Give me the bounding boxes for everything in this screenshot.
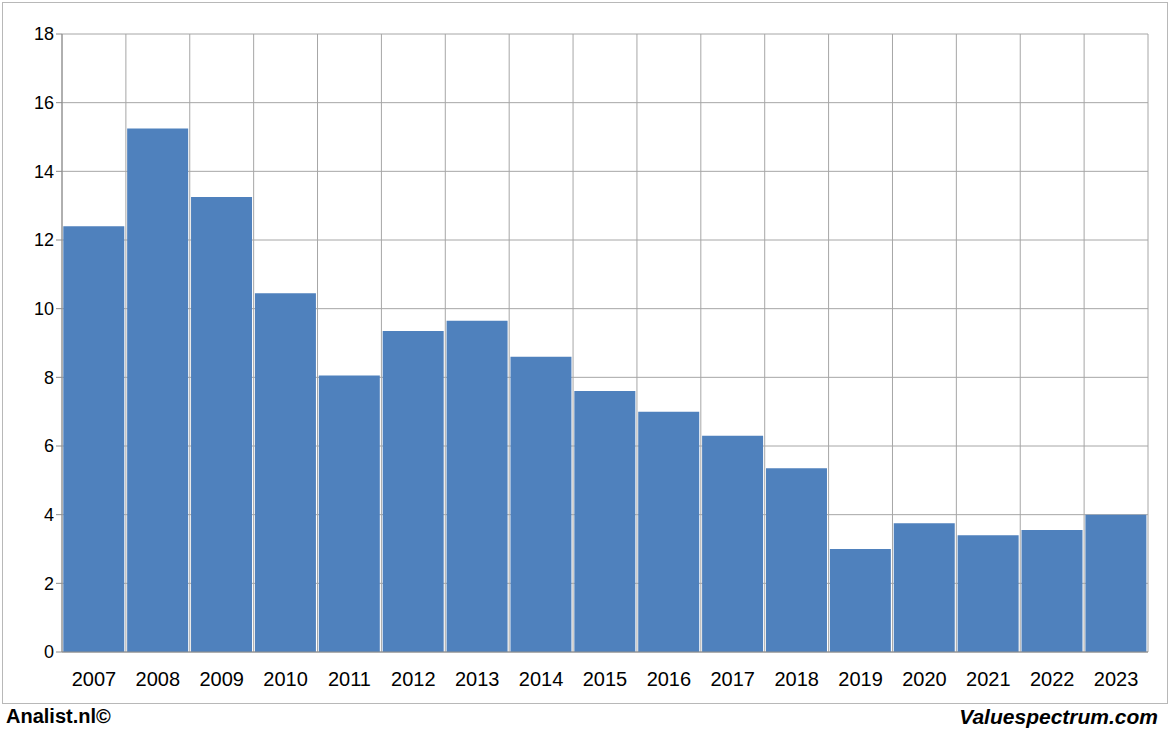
svg-text:2017: 2017 xyxy=(711,668,756,690)
svg-text:12: 12 xyxy=(34,230,54,250)
svg-text:2022: 2022 xyxy=(1030,668,1075,690)
svg-text:2008: 2008 xyxy=(136,668,181,690)
svg-text:2012: 2012 xyxy=(391,668,436,690)
svg-text:2015: 2015 xyxy=(583,668,628,690)
svg-text:2019: 2019 xyxy=(838,668,883,690)
svg-text:2007: 2007 xyxy=(72,668,117,690)
svg-text:2023: 2023 xyxy=(1094,668,1139,690)
svg-text:16: 16 xyxy=(34,93,54,113)
svg-text:2010: 2010 xyxy=(263,668,308,690)
svg-text:2016: 2016 xyxy=(647,668,692,690)
svg-text:2009: 2009 xyxy=(199,668,244,690)
svg-text:2: 2 xyxy=(44,574,54,594)
svg-text:2011: 2011 xyxy=(328,668,371,690)
svg-text:2021: 2021 xyxy=(966,668,1011,690)
svg-text:6: 6 xyxy=(44,436,54,456)
svg-text:18: 18 xyxy=(34,24,54,44)
svg-text:2013: 2013 xyxy=(455,668,500,690)
svg-text:8: 8 xyxy=(44,368,54,388)
svg-text:2020: 2020 xyxy=(902,668,947,690)
svg-text:14: 14 xyxy=(34,162,54,182)
html-text:Analist.nl©: Analist.nl© xyxy=(6,705,111,727)
svg-text:2018: 2018 xyxy=(774,668,819,690)
svg-text:2014: 2014 xyxy=(519,668,564,690)
html-text:Valuespectrum.com: Valuespectrum.com xyxy=(959,705,1158,728)
svg-text:4: 4 xyxy=(44,505,54,525)
svg-text:0: 0 xyxy=(44,642,54,662)
svg-text:10: 10 xyxy=(34,299,54,319)
